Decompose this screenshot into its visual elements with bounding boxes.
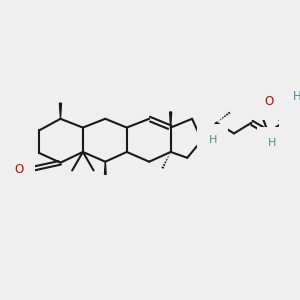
- Text: H: H: [268, 138, 276, 148]
- Text: O: O: [14, 163, 23, 176]
- Polygon shape: [59, 103, 62, 119]
- Text: H: H: [208, 135, 217, 145]
- Polygon shape: [169, 112, 172, 128]
- Polygon shape: [104, 162, 106, 174]
- Text: O: O: [291, 104, 300, 118]
- Text: O: O: [265, 95, 274, 108]
- Text: H: H: [293, 90, 300, 103]
